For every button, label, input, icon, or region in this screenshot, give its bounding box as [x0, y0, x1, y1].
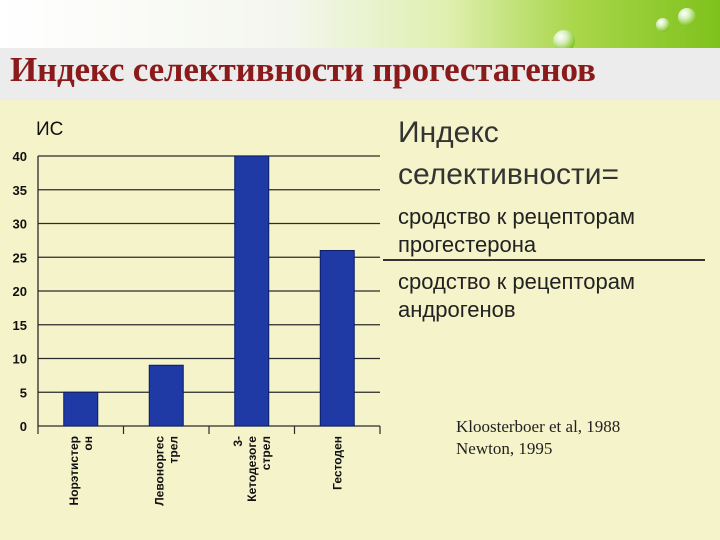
denominator-line1: сродство к рецепторам: [398, 269, 636, 294]
water-drop-icon: [678, 8, 696, 26]
formula-heading-line2: селективности=: [398, 158, 620, 191]
x-category-label: трел: [166, 436, 180, 464]
formula-heading-line1: Индекс: [398, 116, 499, 149]
y-tick-label: 25: [13, 250, 27, 265]
formula-numerator: сродство к рецепторам прогестерона: [398, 203, 635, 259]
x-category-label: стрел: [259, 436, 273, 470]
x-category-label: Гестоден: [330, 436, 344, 490]
x-category-label: 3-: [231, 436, 245, 447]
y-tick-label: 0: [20, 419, 27, 434]
references: Kloosterboer et al, 1988 Newton, 1995: [456, 416, 620, 460]
reference-1: Kloosterboer et al, 1988: [456, 417, 621, 436]
x-category-label: он: [81, 436, 95, 451]
reference-2: Newton, 1995: [456, 439, 553, 458]
x-category-label: Кетодезоге: [245, 436, 259, 502]
bar: [63, 391, 99, 427]
y-tick-label: 10: [13, 352, 27, 367]
water-drop-icon: [656, 18, 670, 32]
bar: [148, 364, 184, 427]
numerator-line1: сродство к рецепторам: [398, 204, 636, 229]
y-tick-label: 20: [13, 284, 27, 299]
title-bar: [0, 48, 720, 100]
numerator-line2: прогестерона: [398, 232, 537, 257]
formula-heading: Индекс селективности=: [398, 112, 619, 196]
y-axis-label: ИС: [36, 119, 63, 140]
top-decor-band: [0, 0, 720, 48]
y-tick-label: 35: [13, 183, 27, 198]
water-drop-icon: [553, 30, 575, 52]
y-tick-label: 40: [13, 149, 27, 164]
x-category-label: Норэтистер: [67, 436, 81, 505]
y-tick-label: 30: [13, 217, 27, 232]
bar: [319, 250, 355, 427]
bar-chart: ИС 0 5 10 15 20 25 30 35 40 Норэтистер он Левоноргес…: [13, 119, 381, 506]
formula-denominator: сродство к рецепторам андрогенов: [398, 268, 635, 324]
x-category-label: Левоноргес: [152, 436, 166, 506]
bar: [234, 155, 270, 427]
y-tick-label: 5: [20, 385, 27, 400]
y-tick-label: 15: [13, 318, 27, 333]
denominator-line2: андрогенов: [398, 297, 516, 322]
fraction-line: [383, 259, 705, 261]
slide-title: Индекс селективности прогестагенов: [10, 50, 596, 89]
